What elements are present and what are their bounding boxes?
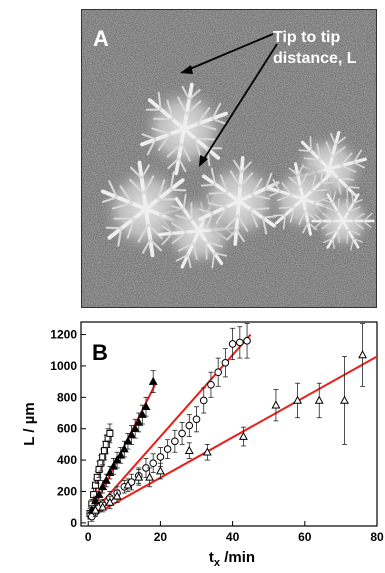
data-point-triangle-filled (116, 450, 126, 459)
data-point-triangle-filled (98, 481, 108, 491)
data-point-triangle-filled (101, 475, 111, 484)
plot-frame (80, 321, 378, 527)
data-point-triangle-open (184, 445, 194, 454)
data-point-circle (228, 340, 237, 348)
data-point-circle (199, 396, 208, 405)
data-point-triangle-open (293, 395, 303, 404)
data-point-circle (163, 445, 172, 453)
data-point-triangle-filled (127, 430, 136, 439)
x-axis-title-rest: /min (220, 549, 255, 566)
y-tick-label: 1000 (50, 359, 77, 373)
y-axis-title: L / µm (21, 402, 38, 445)
data-point-circle (156, 453, 165, 461)
data-point-triangle-open (112, 491, 122, 500)
data-point-square (91, 481, 99, 489)
y-tick-label: 0 (70, 516, 77, 530)
data-point-triangle-filled (109, 461, 118, 470)
x-axis-title-sub: x (214, 557, 221, 569)
x-tick-label: 60 (298, 530, 312, 544)
data-point-circle (185, 421, 194, 430)
annotation-label-line1: Tip to tip (273, 29, 340, 46)
data-point-triangle-open (145, 472, 155, 481)
data-point-circle (149, 459, 157, 468)
data-point-triangle-open (202, 447, 212, 456)
data-point-circle (243, 337, 251, 345)
data-point-triangle-open (238, 431, 248, 440)
data-point-triangle-filled (137, 409, 147, 418)
data-point-triangle-filled (123, 436, 133, 445)
micrograph-image: A Tip to tip distance, L (81, 9, 377, 308)
data-point-triangle-filled (119, 444, 129, 453)
data-point-triangle-open (90, 505, 100, 514)
data-point-triangle-filled (105, 467, 115, 476)
x-tick-label: 0 (85, 530, 92, 544)
data-point-circle (214, 368, 222, 377)
data-point-circle (221, 359, 230, 367)
panel-label-a: A (93, 26, 109, 51)
data-point-triangle-filled (134, 417, 144, 426)
data-point-triangle-open (358, 350, 368, 359)
data-point-triangle-open (123, 480, 133, 489)
x-tick-label: 80 (370, 530, 384, 544)
data-point-circle (236, 338, 244, 347)
data-point-triangle-open (155, 466, 165, 475)
data-point-triangle-filled (130, 423, 140, 433)
data-point-triangle-filled (94, 489, 104, 498)
data-point-triangle-filled (112, 455, 122, 464)
y-tick-label: 800 (57, 390, 77, 404)
data-point-circle (178, 429, 186, 438)
data-point-circle (192, 415, 201, 424)
data-point-triangle-filled (148, 376, 158, 385)
x-tick-label: 40 (226, 530, 240, 544)
x-axis-title-main: t (209, 549, 214, 566)
data-point-triangle-filled (141, 401, 151, 411)
data-point-circle (171, 437, 179, 446)
y-tick-label: 1200 (50, 328, 77, 342)
data-points (86, 323, 368, 522)
y-tick-label: 400 (57, 453, 77, 467)
data-point-square (106, 429, 114, 437)
data-point-triangle-open (105, 497, 115, 506)
data-point-triangle-filled (90, 496, 100, 505)
data-point-triangle-open (134, 472, 144, 481)
annotation-label-line2: distance, L (273, 50, 357, 67)
fit-line-triangle-open (87, 355, 378, 520)
x-axis-title: tx /min (209, 549, 255, 569)
data-point-circle (207, 380, 215, 389)
panel-label-b: B (92, 340, 108, 365)
y-tick-label: 600 (57, 422, 77, 436)
data-point-triangle-open (314, 395, 324, 404)
data-point-triangle-open (271, 400, 281, 409)
x-tick-label: 20 (154, 530, 168, 544)
series-triangle-open (90, 323, 368, 516)
data-point-triangle-open (98, 502, 108, 511)
y-tick-label: 200 (57, 484, 77, 498)
annotation-arrows (180, 33, 278, 167)
data-point-triangle-open (340, 395, 349, 404)
